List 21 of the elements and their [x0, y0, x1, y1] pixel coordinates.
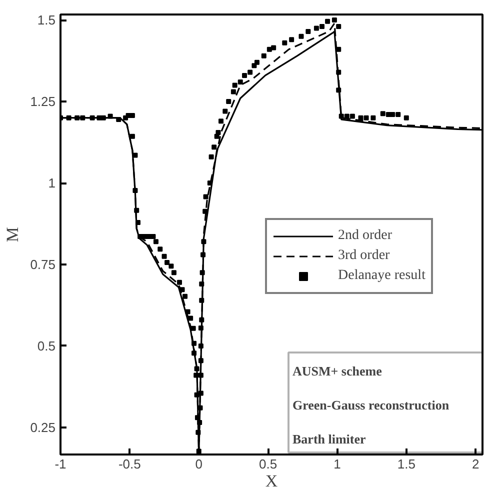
x-tick-label: 0.5	[259, 456, 278, 472]
y-tick-label: 0.25	[30, 420, 56, 435]
x-tick-label: 1.5	[397, 456, 416, 472]
x-tick-label: 1	[334, 456, 341, 472]
y-tick-label: 1	[48, 176, 56, 191]
x-tick-label: 0	[195, 456, 202, 472]
y-axis-title: M	[3, 226, 22, 242]
x-tick-label: 2	[472, 456, 480, 472]
legend-label: 3rd order	[338, 248, 390, 264]
legend-label: Delanaye result	[338, 268, 426, 284]
annotation: Green-Gauss reconstruction	[292, 398, 450, 412]
y-tick-label: 0.5	[37, 338, 56, 354]
x-axis-title: X	[265, 472, 278, 490]
annotation: Barth limiter	[292, 432, 366, 446]
y-tick-label: 1.5	[37, 12, 56, 28]
annotation: AUSM+ scheme	[292, 364, 382, 378]
x-tick-label: -0.5	[118, 456, 141, 472]
legend-label: 2nd order	[338, 228, 392, 244]
y-tick-label: 1.25	[30, 94, 56, 110]
y-tick-label: 0.75	[30, 256, 56, 272]
x-tick-label: -1	[54, 456, 66, 472]
